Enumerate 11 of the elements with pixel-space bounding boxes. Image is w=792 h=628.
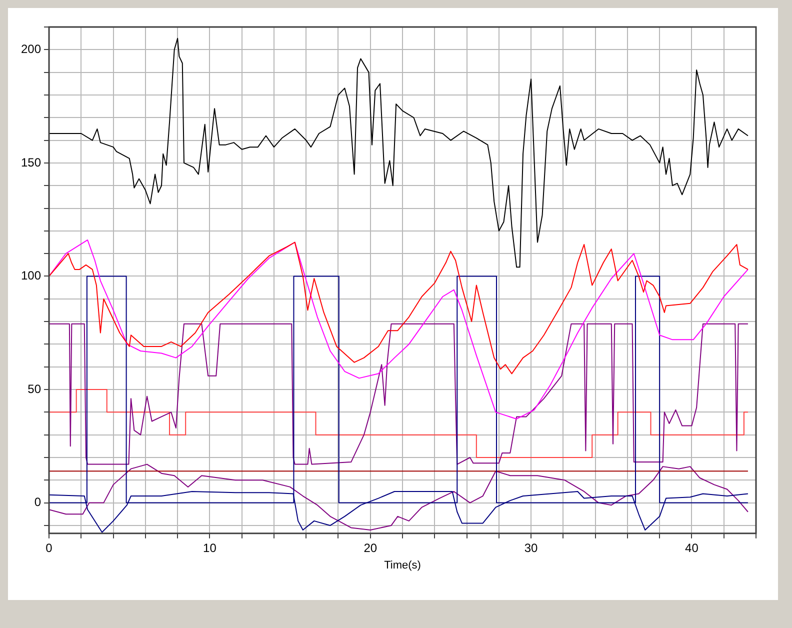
y-tick-label: 200 (20, 42, 42, 56)
y-tick-label: 150 (20, 155, 42, 170)
y-tick-label: 0 (34, 495, 42, 510)
y-tick-label: 50 (28, 382, 42, 396)
x-axis-title: Time(s) (384, 559, 421, 572)
x-tick-label: 30 (524, 540, 538, 555)
x-tick-label: 0 (46, 540, 53, 555)
x-tick-label: 10 (203, 540, 217, 555)
x-tick-label: 40 (685, 540, 699, 555)
y-tick-label: 100 (20, 268, 42, 283)
x-tick-label: 20 (364, 540, 378, 555)
